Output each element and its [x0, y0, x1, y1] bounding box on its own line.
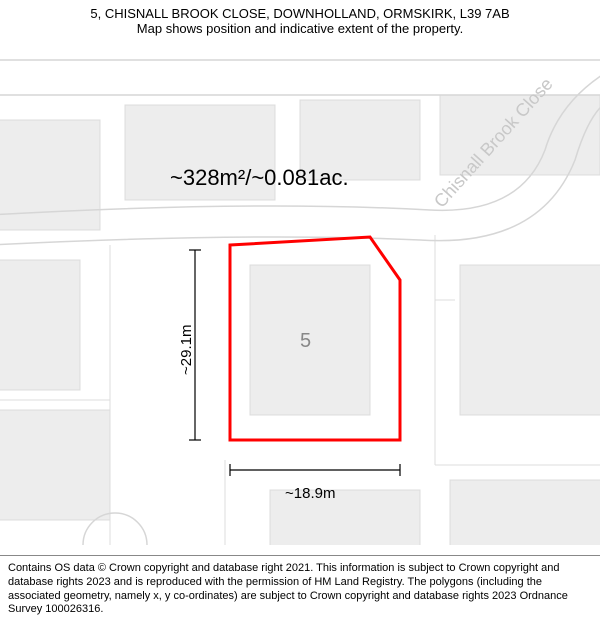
house-number: 5 [300, 330, 311, 353]
width-dimension-label: ~18.9m [285, 485, 335, 502]
header: 5, CHISNALL BROOK CLOSE, DOWNHOLLAND, OR… [0, 0, 600, 38]
map-canvas [0, 0, 600, 545]
copyright-footer: Contains OS data © Crown copyright and d… [0, 555, 600, 625]
height-dimension-label: ~29.1m [178, 325, 195, 375]
area-label: ~328m²/~0.081ac. [170, 165, 349, 191]
subtitle: Map shows position and indicative extent… [10, 21, 590, 36]
address-title: 5, CHISNALL BROOK CLOSE, DOWNHOLLAND, OR… [10, 6, 590, 21]
